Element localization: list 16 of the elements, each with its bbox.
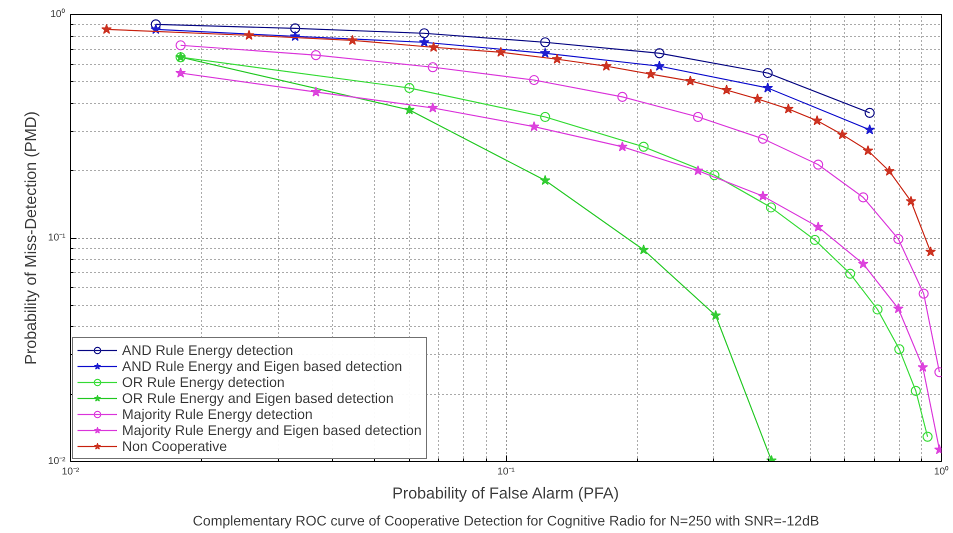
legend-label: OR Rule Energy and Eigen based detection bbox=[122, 390, 394, 406]
x-tick-label: 10⁰ bbox=[934, 466, 950, 478]
y-tick-label: 10⁰ bbox=[50, 8, 66, 20]
x-axis-title: Probability of False Alarm (PFA) bbox=[392, 486, 619, 502]
x-tick-label: 10⁻¹ bbox=[497, 466, 516, 478]
legend-label: Majority Rule Energy detection bbox=[122, 406, 313, 422]
legend-label: Majority Rule Energy and Eigen based detection bbox=[122, 422, 422, 438]
y-tick-label: 10⁻¹ bbox=[48, 232, 66, 244]
legend-label: OR Rule Energy detection bbox=[122, 374, 285, 390]
y-tick-label: 10⁻² bbox=[48, 456, 66, 467]
text: Complementary ROC curve of Cooperative Detection for Cognitive Radio for N=250 with SNR=-12dB bbox=[192, 512, 820, 528]
y-axis-title: Probability of Miss-Detection (PMD) bbox=[23, 111, 40, 365]
legend-label: AND Rule Energy detection bbox=[122, 342, 294, 358]
x-tick-label: 10⁻² bbox=[62, 466, 80, 478]
legend-label: Non Cooperative bbox=[122, 438, 228, 454]
legend-label: AND Rule Energy and Eigen based detection bbox=[122, 358, 402, 374]
